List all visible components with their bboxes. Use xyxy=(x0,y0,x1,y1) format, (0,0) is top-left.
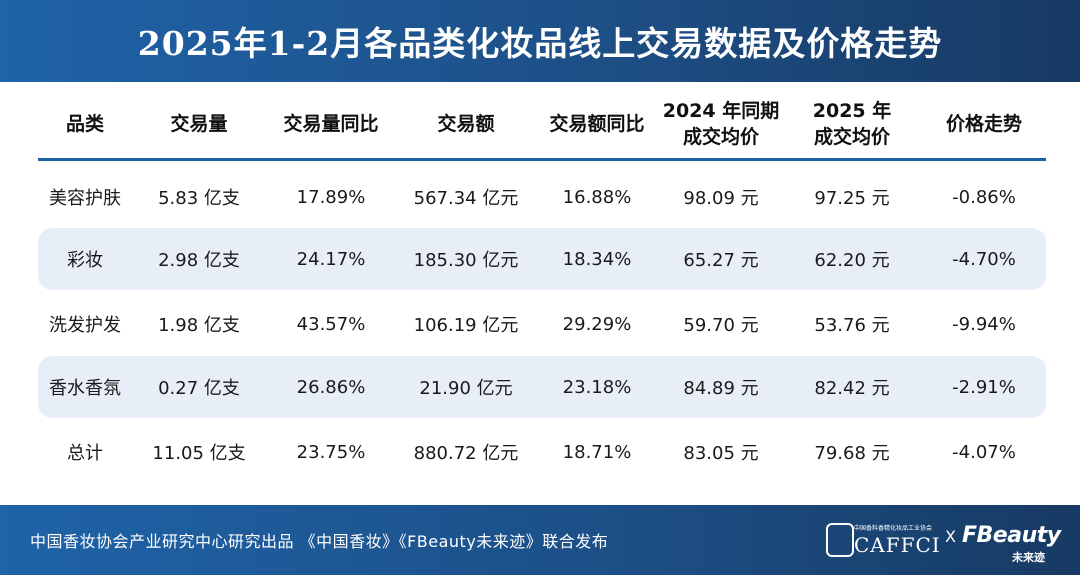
column-header: 交易量同比 xyxy=(283,90,378,158)
value-cell: 23.18% xyxy=(562,376,632,398)
value-cell: 880.72 亿元 xyxy=(413,443,519,464)
value-cell: 106.19 亿元 xyxy=(413,315,519,336)
table-row: 洗发护发 1.98 亿支 43.57% 106.19 亿元 29.29% 59.70 元 5… xyxy=(38,293,1046,355)
value-cell: -0.86% xyxy=(952,186,1016,208)
value-cell: -4.07% xyxy=(952,441,1016,463)
value-cell: 11.05 亿支 xyxy=(152,443,246,464)
value-cell: 65.27 元 xyxy=(683,250,759,271)
value-cell: 26.86% xyxy=(296,376,366,398)
value-cell: -2.91% xyxy=(952,376,1016,398)
column-header-line: 交易额 xyxy=(437,113,495,135)
column-header-line: 价格走势 xyxy=(945,113,1023,135)
value-cell: 53.76 元 xyxy=(814,315,890,336)
value-cell: 83.05 元 xyxy=(683,443,759,464)
value-cell: 18.71% xyxy=(562,441,632,463)
category-cell: 美容护肤 xyxy=(49,188,121,209)
column-header-line: 品类 xyxy=(65,113,105,135)
chart-title: 2025年1-2月各品类化妆品线上交易数据及价格走势 xyxy=(137,24,943,63)
value-cell: 62.20 元 xyxy=(814,250,890,271)
value-cell: 24.17% xyxy=(296,248,366,270)
table-header: 品类 交易量 交易量同比 交易额 交易额同比 2024 年同期 成交均价 2025 年成交均价… xyxy=(38,90,1046,161)
table-row: 美容护肤 5.83 亿支 17.89% 567.34 亿元 16.88% 98.09 元 9… xyxy=(38,166,1046,228)
fbeauty-logo: FBeauty 未来迹 xyxy=(962,519,1062,564)
footer-credit: 中国香妆协会产业研究中心研究出品 《中国香妆》《FBeauty未来迹》联合发布 xyxy=(30,532,609,551)
value-cell: 567.34 亿元 xyxy=(413,188,519,209)
footer-bar: 中国香妆协会产业研究中心研究出品 《中国香妆》《FBeauty未来迹》联合发布 … xyxy=(0,505,1080,575)
logo-separator: X xyxy=(945,527,956,546)
category-cell: 总计 xyxy=(67,443,103,464)
fbeauty-subtitle: 未来迹 xyxy=(1012,551,1045,564)
column-header-line: 成交均价 xyxy=(813,126,890,148)
table-row: 总计 11.05 亿支 23.75% 880.72 亿元 18.71% 83.05 元 79… xyxy=(38,421,1046,483)
caffci-wordmark: CAFFCI xyxy=(854,533,941,557)
category-cell: 彩妆 xyxy=(67,250,103,271)
value-cell: 21.90 亿元 xyxy=(419,378,513,399)
value-cell: -9.94% xyxy=(952,313,1016,335)
value-cell: 29.29% xyxy=(562,313,632,335)
value-cell: 17.89% xyxy=(296,186,366,208)
category-cell: 洗发护发 xyxy=(49,315,121,336)
column-header-line: 交易量同比 xyxy=(283,113,379,135)
value-cell: 23.75% xyxy=(296,441,366,463)
title-banner: 2025年1-2月各品类化妆品线上交易数据及价格走势 xyxy=(0,0,1080,82)
column-header: 价格走势 xyxy=(946,90,1022,158)
table-row: 彩妆 2.98 亿支 24.17% 185.30 亿元 18.34% 65.27 元 62.… xyxy=(38,228,1046,290)
column-header: 交易额 xyxy=(437,90,494,158)
column-header-line: 交易额同比 xyxy=(549,113,645,135)
value-cell: 98.09 元 xyxy=(683,188,759,209)
category-cell: 香水香氛 xyxy=(49,378,121,399)
value-cell: 79.68 元 xyxy=(814,443,890,464)
value-cell: 0.27 亿支 xyxy=(158,378,240,399)
column-header: 品类 xyxy=(66,90,104,158)
column-header-line: 成交均价 xyxy=(682,126,759,148)
column-header: 交易额同比 xyxy=(549,90,644,158)
column-header-line: 2024 年同期 xyxy=(662,100,780,122)
value-cell: 59.70 元 xyxy=(683,315,759,336)
caffci-emblem-icon xyxy=(826,523,854,557)
column-header: 2024 年同期 成交均价 xyxy=(663,90,780,158)
value-cell: 185.30 亿元 xyxy=(413,250,519,271)
value-cell: 2.98 亿支 xyxy=(158,250,240,271)
column-header: 交易量 xyxy=(170,90,227,158)
value-cell: 1.98 亿支 xyxy=(158,315,240,336)
column-header-line: 交易量 xyxy=(170,113,228,135)
value-cell: 18.34% xyxy=(562,248,632,270)
column-header-line: 2025 年 xyxy=(812,100,892,122)
fbeauty-wordmark: FBeauty xyxy=(962,523,1061,548)
value-cell: -4.70% xyxy=(952,248,1016,270)
caffci-logo: 中国香料香精化妆品工业协会 CAFFCI xyxy=(826,519,941,563)
caffci-org-name: 中国香料香精化妆品工业协会 xyxy=(854,525,933,532)
table-row: 香水香氛 0.27 亿支 26.86% 21.90 亿元 23.18% 84.89 元 82… xyxy=(38,356,1046,418)
data-table: 品类 交易量 交易量同比 交易额 交易额同比 2024 年同期 成交均价 2025 年成交均价… xyxy=(38,90,1046,464)
value-cell: 84.89 元 xyxy=(683,378,759,399)
value-cell: 16.88% xyxy=(562,186,632,208)
value-cell: 97.25 元 xyxy=(814,188,890,209)
value-cell: 5.83 亿支 xyxy=(158,188,240,209)
value-cell: 82.42 元 xyxy=(814,378,890,399)
value-cell: 43.57% xyxy=(296,313,366,335)
column-header: 2025 年成交均价 xyxy=(813,90,892,158)
